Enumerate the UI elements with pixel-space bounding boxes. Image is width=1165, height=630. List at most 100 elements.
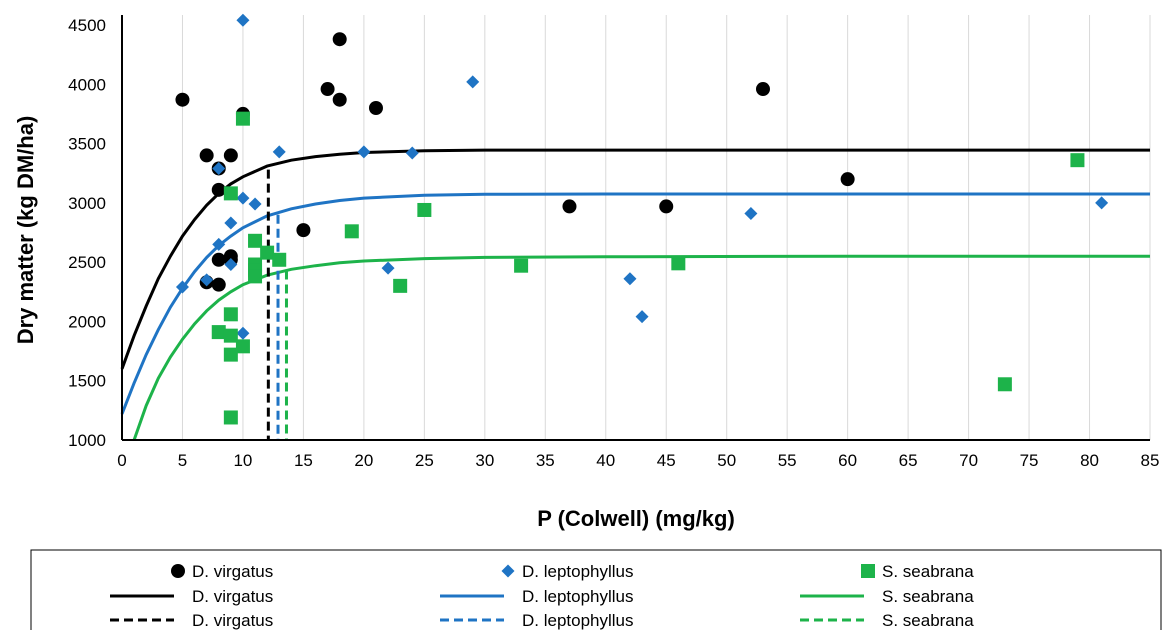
legend-label: D. virgatus (192, 611, 273, 630)
legend-label: S. seabrana (882, 611, 974, 630)
grid-lines (181, 15, 1151, 440)
data-point (211, 325, 226, 340)
axes (121, 15, 1150, 441)
legend: D. virgatus D. leptophyllus S. seabrana D. … (30, 549, 1162, 630)
x-tick-label: 85 (1141, 451, 1160, 470)
data-point (514, 258, 529, 273)
data-point (671, 256, 686, 271)
data-point (997, 377, 1012, 392)
data-point (236, 13, 250, 27)
legend-label: D. leptophyllus (522, 562, 634, 581)
fit-curve (120, 148, 1150, 370)
threshold-lines (266, 169, 288, 440)
legend-box (30, 549, 1162, 630)
data-point (236, 326, 250, 340)
legend-label: D. leptophyllus (522, 587, 634, 606)
data-point (248, 197, 262, 211)
data-point (357, 145, 371, 159)
data-point (1095, 196, 1109, 210)
data-point (236, 191, 250, 205)
data-point (223, 410, 238, 425)
x-tick-label: 30 (475, 451, 494, 470)
x-tick-label: 25 (415, 451, 434, 470)
data-point (223, 148, 238, 163)
data-point (175, 280, 189, 294)
x-tick-label: 40 (596, 451, 615, 470)
fit-curve (120, 192, 1150, 415)
x-tick-label: 75 (1020, 451, 1039, 470)
legend-label: S. seabrana (882, 562, 974, 581)
data-point (200, 273, 214, 287)
data-point (417, 202, 432, 217)
x-tick-label: 45 (657, 451, 676, 470)
data-point (211, 182, 226, 197)
data-point (272, 252, 287, 267)
y-tick-label: 2000 (68, 312, 106, 331)
y-tick-label: 4500 (68, 16, 106, 35)
x-tick-label: 55 (778, 451, 797, 470)
y-tick-label: 3500 (68, 135, 106, 154)
data-point (223, 328, 238, 343)
x-tick-label: 10 (233, 451, 252, 470)
data-point (344, 224, 359, 239)
x-tick-label: 35 (536, 451, 555, 470)
x-tick-label: 0 (117, 451, 126, 470)
fitted-curves (120, 148, 1150, 441)
y-tick-label: 4000 (68, 75, 106, 94)
x-tick-label: 80 (1080, 451, 1099, 470)
legend-marker (501, 564, 515, 578)
x-tick-label: 60 (838, 451, 857, 470)
data-point (393, 278, 408, 293)
data-point (744, 207, 758, 221)
data-point (296, 223, 311, 238)
data-point (368, 101, 383, 115)
data-point (211, 252, 226, 267)
data-point (1070, 153, 1085, 168)
data-point (248, 269, 263, 284)
x-tick-label: 65 (899, 451, 918, 470)
x-tick-label: 5 (178, 451, 187, 470)
data-point (332, 92, 347, 107)
data-point (466, 75, 480, 89)
data-point (223, 186, 238, 201)
y-tick-label: 3000 (68, 194, 106, 213)
legend-marker (171, 564, 185, 578)
y-axis-title: Dry matter (kg DM/ha) (13, 116, 38, 345)
data-point (623, 272, 637, 286)
x-tick-label: 20 (354, 451, 373, 470)
data-point (320, 82, 335, 97)
x-tick-label: 50 (717, 451, 736, 470)
legend-label: D. leptophyllus (522, 611, 634, 630)
data-point (755, 82, 770, 97)
data-point (260, 245, 275, 260)
legend-label: D. virgatus (192, 562, 273, 581)
data-point (248, 233, 263, 248)
data-point (199, 148, 214, 163)
legend-marker (861, 564, 875, 578)
data-point (224, 258, 238, 272)
data-point (212, 161, 226, 175)
y-tick-label: 2500 (68, 253, 106, 272)
data-point (635, 310, 649, 324)
data-point (223, 347, 238, 362)
y-tick-label: 1000 (68, 431, 106, 450)
data-point (381, 261, 395, 275)
data-point (659, 199, 674, 214)
data-point (332, 32, 347, 47)
legend-label: D. virgatus (192, 587, 273, 606)
data-point (223, 307, 238, 322)
x-tick-label: 70 (959, 451, 978, 470)
legend-label: S. seabrana (882, 587, 974, 606)
data-point (272, 145, 286, 159)
tick-labels: 0 5 10 15 20 25 30 35 40 45 50 55 60 65 70 75 80 85 1000 15… (68, 16, 1159, 470)
data-point (235, 111, 250, 126)
x-tick-label: 15 (294, 451, 313, 470)
y-tick-label: 1500 (68, 372, 106, 391)
x-axis-title: P (Colwell) (mg/kg) (537, 506, 735, 531)
data-point (840, 172, 855, 187)
data-point (235, 339, 250, 354)
data-point (224, 216, 238, 230)
data-point (211, 277, 226, 292)
data-points (175, 13, 1109, 425)
